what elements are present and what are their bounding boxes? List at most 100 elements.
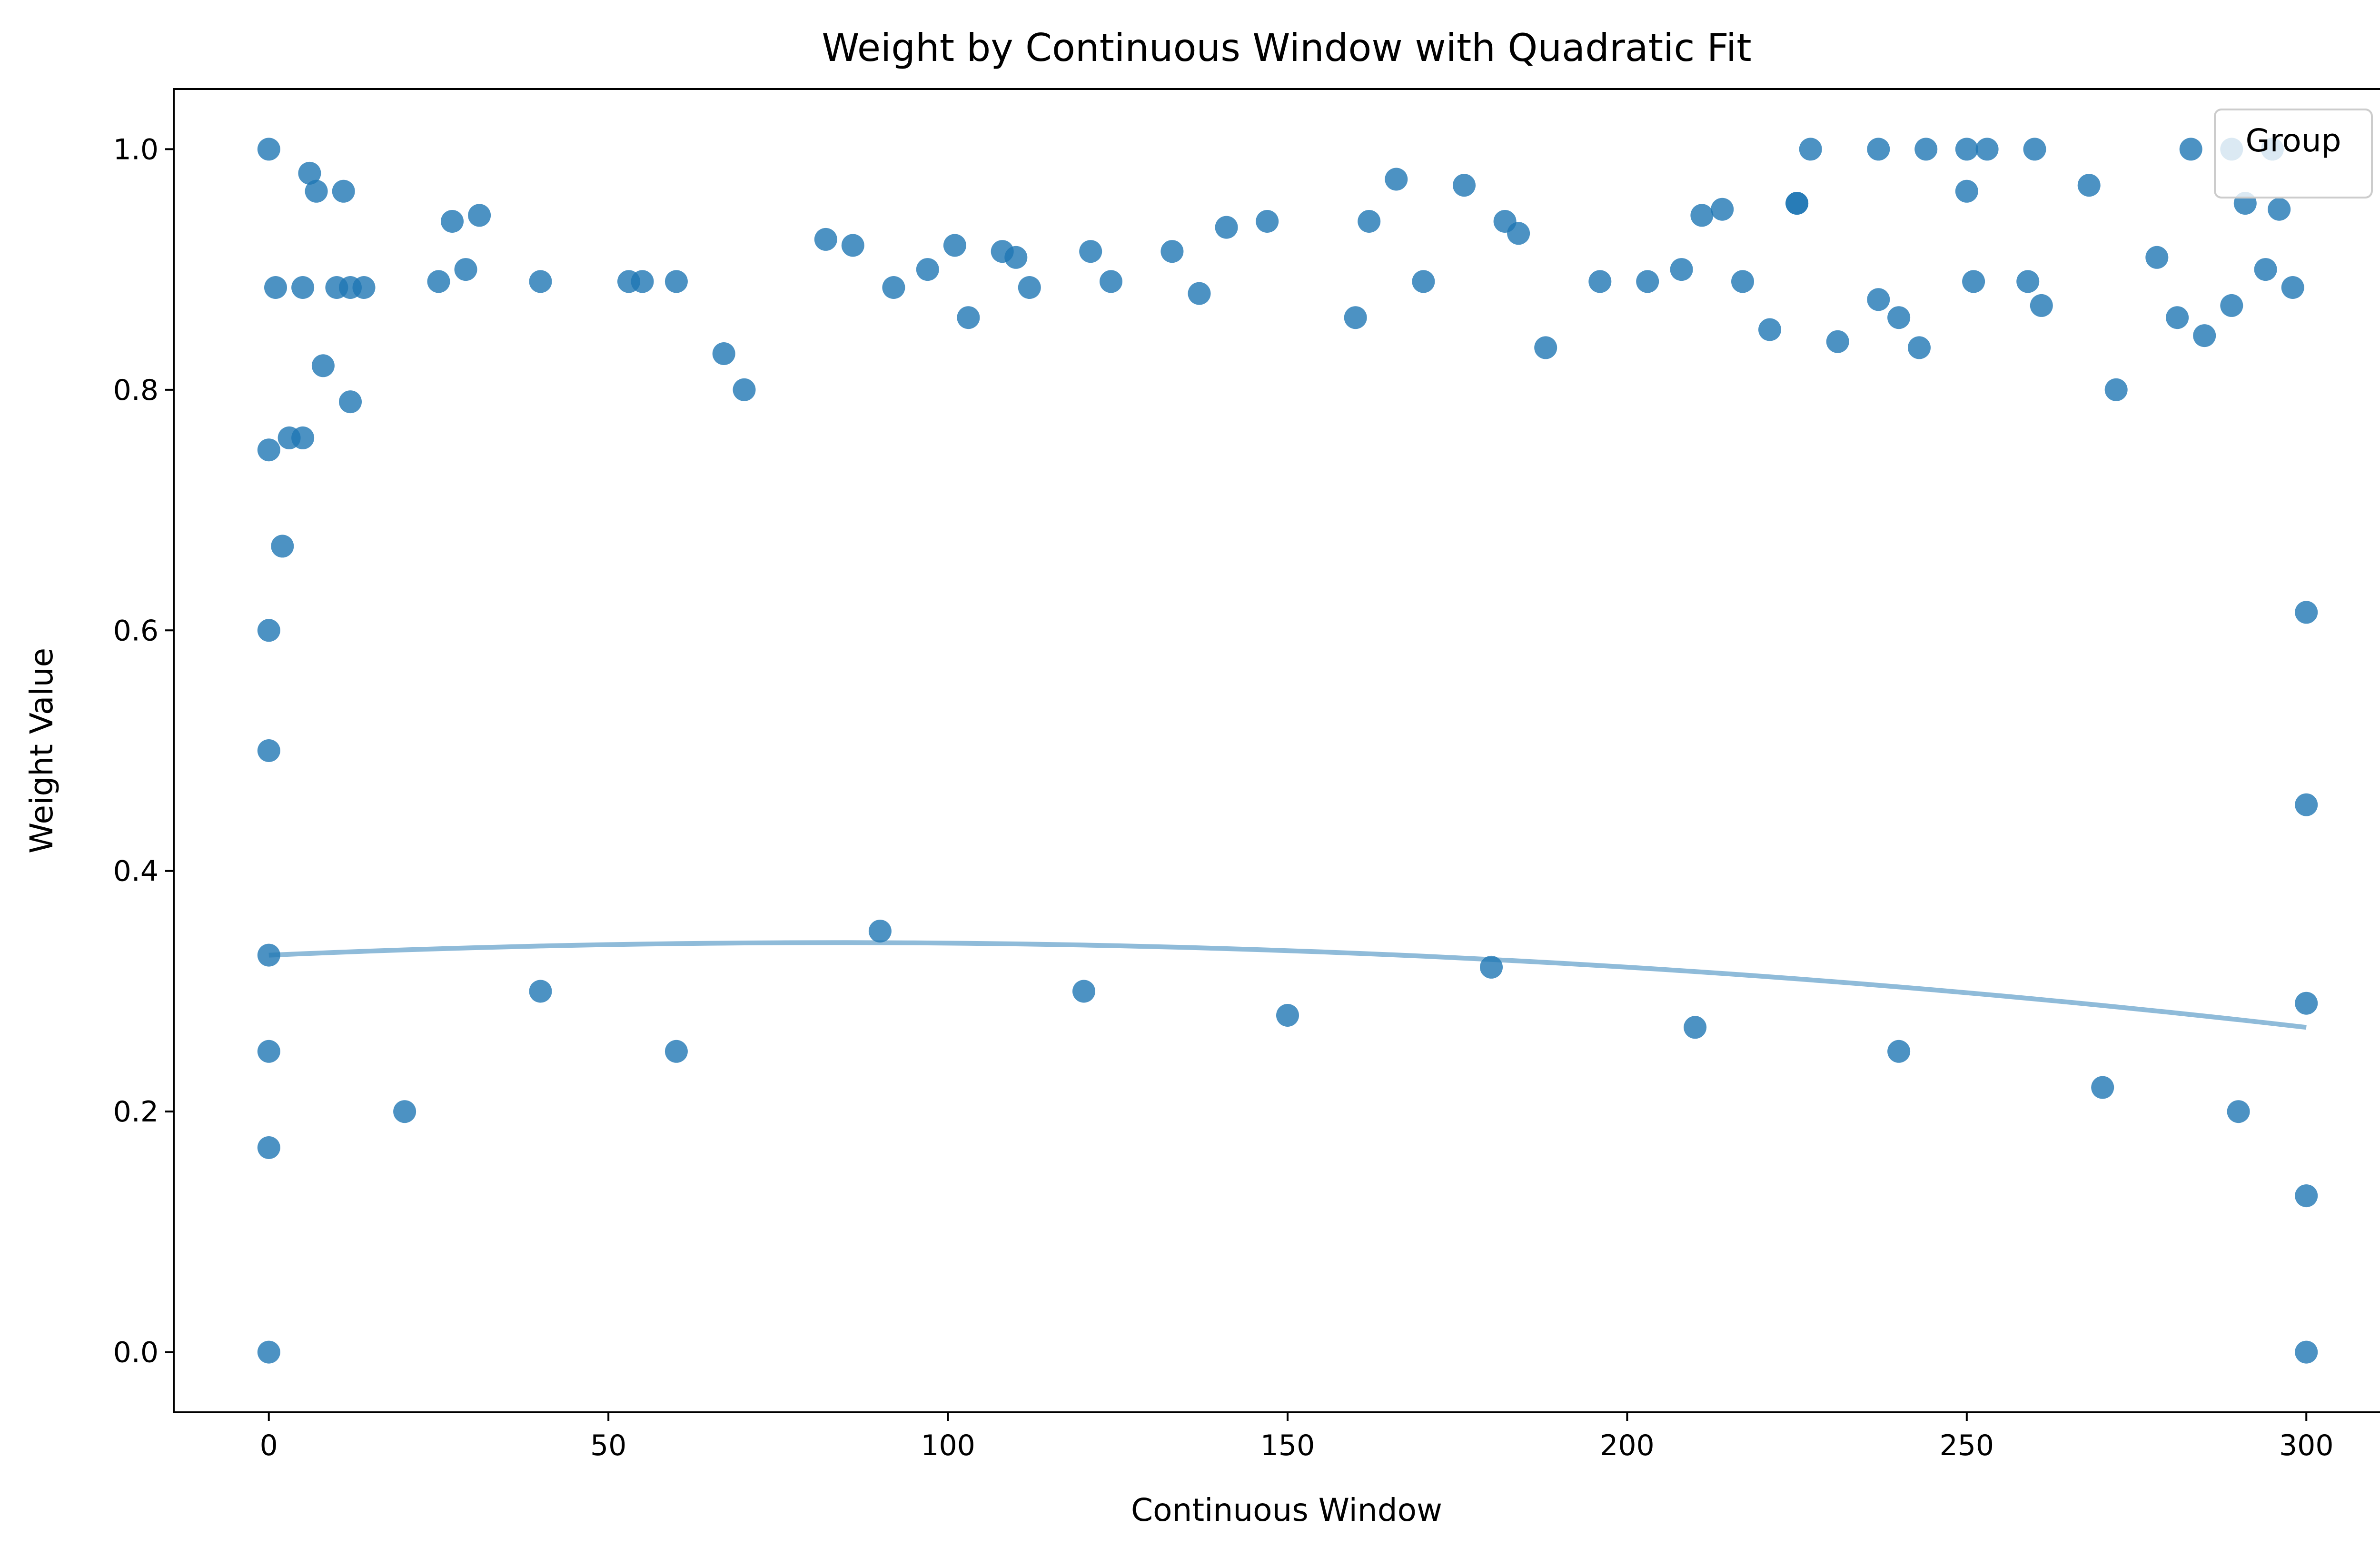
- data-point: [332, 179, 355, 203]
- data-point: [291, 276, 315, 299]
- data-point: [631, 270, 654, 293]
- data-point: [1385, 168, 1408, 191]
- legend-title: Group: [2246, 122, 2341, 159]
- data-point: [1079, 240, 1102, 263]
- data-point: [441, 210, 464, 233]
- x-tick-label: 100: [921, 1429, 975, 1462]
- data-point: [1914, 138, 1938, 161]
- data-point: [916, 258, 939, 281]
- data-point: [257, 1340, 280, 1364]
- y-tick-label: 0.8: [113, 374, 159, 407]
- data-point: [1670, 258, 1693, 281]
- data-point: [2077, 174, 2101, 197]
- data-point: [2166, 306, 2189, 329]
- data-point: [305, 179, 328, 203]
- data-point: [1887, 306, 1911, 329]
- data-point: [1636, 270, 1659, 293]
- data-point: [257, 739, 280, 762]
- y-axis-label: Weight Value: [23, 648, 60, 853]
- data-point: [2281, 276, 2304, 299]
- data-point: [1867, 138, 1890, 161]
- data-point: [427, 270, 450, 293]
- x-tick-label: 150: [1260, 1429, 1315, 1462]
- y-tick-label: 0.6: [113, 614, 159, 647]
- data-point: [1588, 270, 1612, 293]
- data-point: [1887, 1040, 1911, 1063]
- data-point: [664, 270, 688, 293]
- data-point: [2295, 992, 2318, 1015]
- x-tick-label: 250: [1940, 1429, 1994, 1462]
- data-point: [468, 204, 491, 227]
- data-point: [271, 535, 294, 558]
- data-point: [943, 234, 966, 257]
- data-point: [311, 354, 335, 377]
- data-point: [1826, 330, 1849, 353]
- data-point: [352, 276, 376, 299]
- x-tick-label: 300: [2279, 1429, 2334, 1462]
- data-point: [2227, 1100, 2250, 1123]
- data-point: [882, 276, 905, 299]
- data-point: [664, 1040, 688, 1063]
- data-point: [2145, 246, 2169, 269]
- x-axis-label: Continuous Window: [1131, 1492, 1442, 1528]
- data-point: [1507, 222, 1530, 245]
- data-point: [2254, 258, 2277, 281]
- data-point: [257, 1040, 280, 1063]
- data-point: [1908, 336, 1931, 359]
- data-point: [1785, 192, 1809, 215]
- data-point: [257, 619, 280, 642]
- y-tick-label: 0.4: [113, 855, 159, 888]
- data-point: [2030, 294, 2053, 317]
- data-point: [712, 342, 735, 365]
- data-point: [1188, 282, 1211, 305]
- data-point: [957, 306, 980, 329]
- data-point: [1018, 276, 1041, 299]
- data-point: [1256, 210, 1279, 233]
- data-point: [841, 234, 864, 257]
- data-point: [529, 270, 552, 293]
- data-point: [814, 228, 837, 251]
- data-point: [1344, 306, 1367, 329]
- data-point: [1276, 1004, 1299, 1027]
- quadratic-fit-line: [268, 940, 2307, 1030]
- legend: Group: [2214, 109, 2373, 198]
- data-point: [1072, 980, 1095, 1003]
- data-point: [1358, 210, 1381, 233]
- data-point: [1962, 270, 1985, 293]
- data-point: [2016, 270, 2040, 293]
- data-point: [257, 138, 280, 161]
- data-point: [1711, 198, 1734, 221]
- y-tick-label: 0.2: [113, 1095, 159, 1129]
- data-point: [1867, 288, 1890, 311]
- data-point: [2295, 793, 2318, 816]
- data-point: [1684, 1016, 1707, 1039]
- data-point: [1955, 138, 1978, 161]
- data-point: [733, 378, 756, 401]
- legend-box: [2214, 109, 2373, 198]
- data-point: [868, 920, 892, 943]
- data-point: [1100, 270, 1122, 293]
- data-point: [1758, 318, 1781, 341]
- chart-title: Weight by Continuous Window with Quadrat…: [822, 26, 1751, 70]
- data-point: [2104, 378, 2128, 401]
- x-tick-label: 0: [260, 1429, 278, 1462]
- data-point: [257, 438, 280, 462]
- x-axis: 0 50 100 150 200 250 300: [260, 1412, 2334, 1462]
- data-point: [1004, 246, 1028, 269]
- data-point: [2193, 324, 2216, 347]
- data-point: [291, 426, 315, 449]
- x-tick-label: 50: [590, 1429, 626, 1462]
- data-point: [2295, 1340, 2318, 1364]
- data-point: [2091, 1076, 2114, 1099]
- y-axis: 0.0 0.2 0.4 0.6 0.8 1.0: [113, 133, 174, 1369]
- data-point: [393, 1100, 416, 1123]
- data-point: [1975, 138, 1999, 161]
- data-point: [2023, 138, 2046, 161]
- data-point: [529, 980, 552, 1003]
- data-point: [2179, 138, 2202, 161]
- data-point: [298, 161, 321, 185]
- data-point: [2220, 294, 2243, 317]
- data-point: [339, 390, 362, 414]
